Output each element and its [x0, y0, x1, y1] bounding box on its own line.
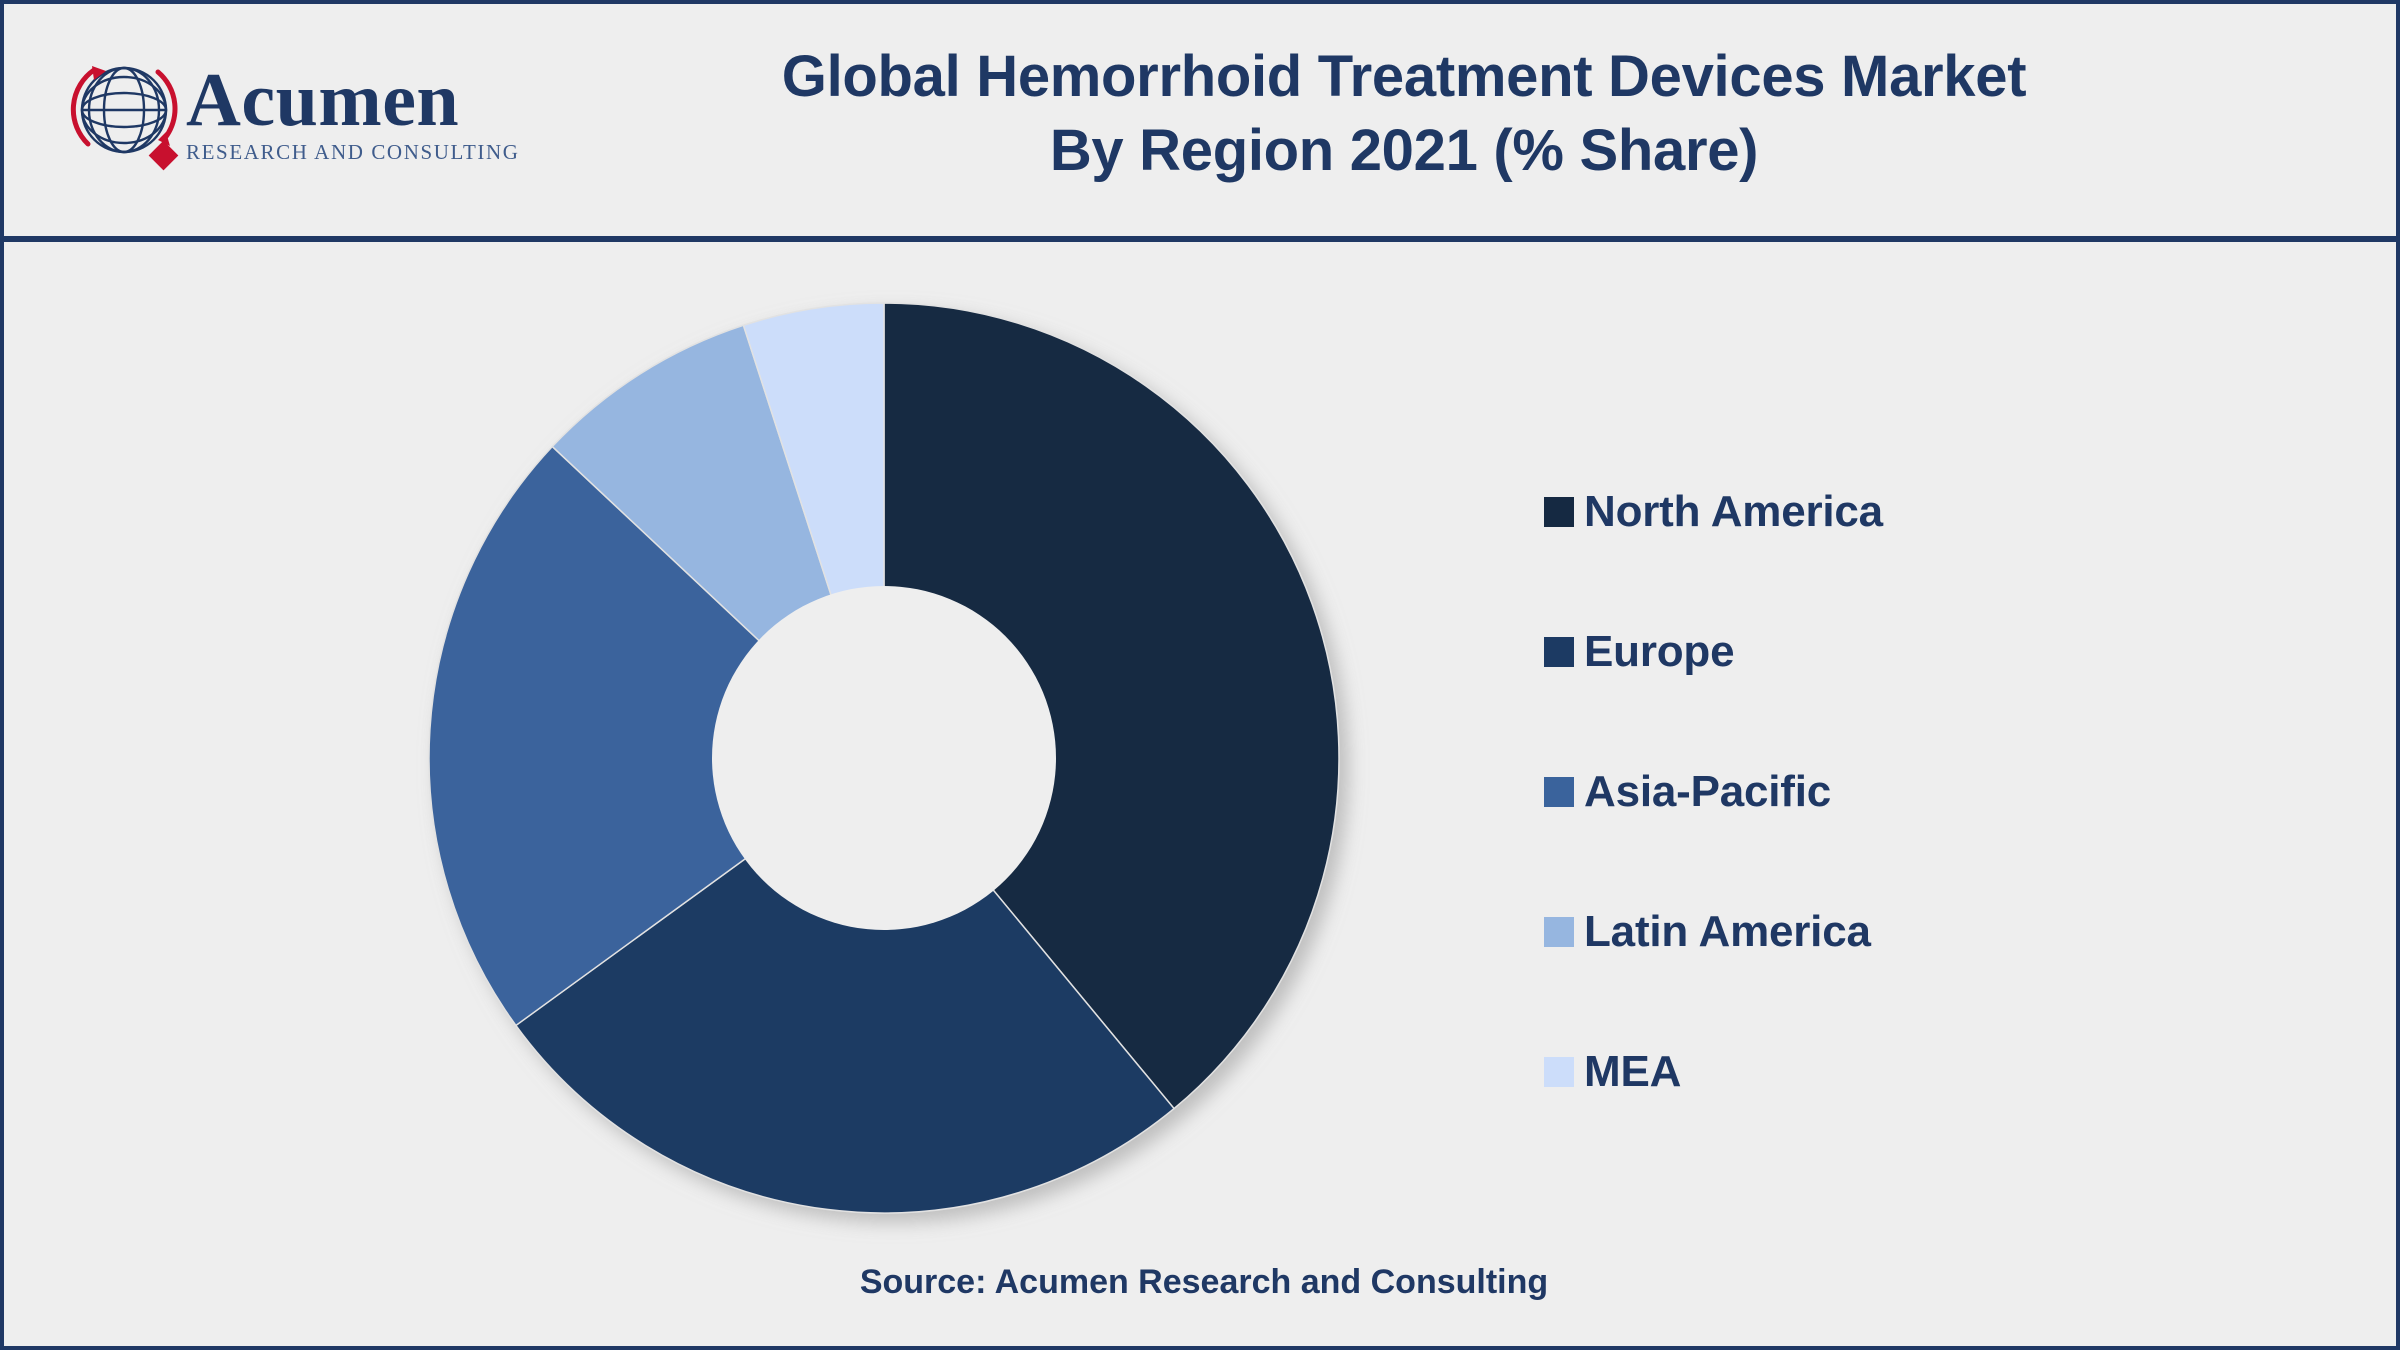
page-title: Global Hemorrhoid Treatment Devices Mark…	[524, 40, 2284, 188]
legend-item-latin-america[interactable]: Latin America	[1544, 862, 2244, 1002]
title-line-2: By Region 2021 (% Share)	[1049, 118, 1759, 184]
donut-chart-svg	[428, 302, 1340, 1214]
diamond-icon	[148, 140, 179, 171]
acumen-logo: Acumen RESEARCH AND CONSULTING	[66, 52, 520, 182]
legend-swatch-icon	[1544, 777, 1574, 807]
logo-wordmark: Acumen RESEARCH AND CONSULTING	[186, 56, 520, 176]
donut-hole	[712, 586, 1056, 930]
legend-item-label: Europe	[1584, 627, 1735, 676]
legend-item-label: MEA	[1584, 1047, 1682, 1096]
donut-slice-europe[interactable]	[514, 756, 1176, 1214]
legend-item-asia-pacific[interactable]: Asia-Pacific	[1544, 722, 2244, 862]
source-note: Source: Acumen Research and Consulting	[859, 1263, 1549, 1301]
legend-item-label: Latin America	[1584, 907, 1871, 956]
donut-chart	[428, 302, 1359, 1233]
legend: North America Europe Asia-Pacific Latin Ame…	[1544, 442, 2244, 1142]
legend-item-mea[interactable]: MEA	[1544, 1002, 2244, 1142]
legend-swatch-icon	[1544, 497, 1574, 527]
chart-area: North America Europe Asia-Pacific Latin Ame…	[4, 242, 2396, 1346]
logo-tagline-text: RESEARCH AND CONSULTING	[186, 140, 520, 164]
legend-swatch-icon	[1544, 637, 1574, 667]
legend-item-label: North America	[1584, 487, 1883, 536]
title-line-1: Global Hemorrhoid Treatment Devices Mark…	[781, 44, 2027, 109]
donut-slice-north-america[interactable]	[883, 302, 1340, 1110]
legend-swatch-icon	[1544, 917, 1574, 947]
legend-swatch-icon	[1544, 1057, 1574, 1087]
legend-item-label: Asia-Pacific	[1584, 767, 1832, 816]
header: Acumen RESEARCH AND CONSULTING Global He…	[4, 4, 2396, 242]
logo-brand-text: Acumen	[186, 58, 460, 142]
globe-icon	[70, 66, 179, 171]
legend-item-north-america[interactable]: North America	[1544, 442, 2244, 582]
legend-item-europe[interactable]: Europe	[1544, 582, 2244, 722]
donut-slice-asia-pacific[interactable]	[428, 445, 886, 1027]
